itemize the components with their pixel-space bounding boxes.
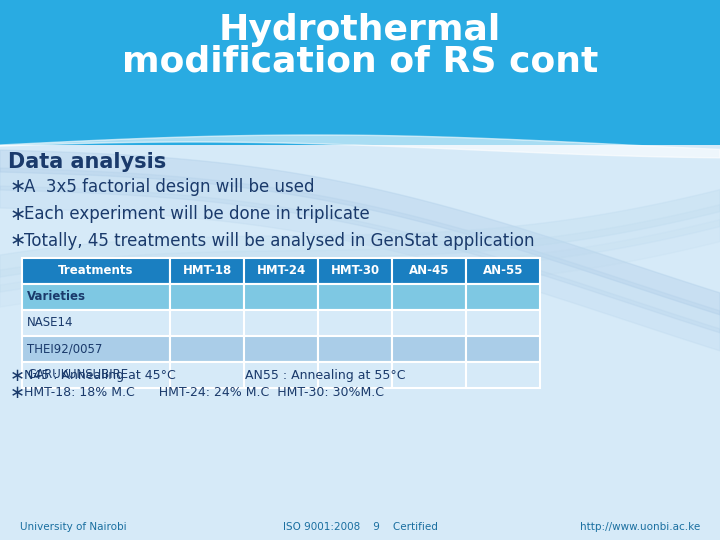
Text: AN-45: AN-45	[409, 265, 449, 278]
Bar	[170, 362, 244, 388]
Bar	[170, 284, 244, 310]
Text: HMT-18: 18% M.C      HMT-24: 24% M.C  HMT-30: 30%M.C: HMT-18: 18% M.C HMT-24: 24% M.C HMT-30: …	[24, 387, 384, 400]
Text: Hydrothermal: Hydrothermal	[219, 13, 501, 47]
Bar	[244, 336, 318, 362]
Bar	[244, 362, 318, 388]
Text: A  3x5 factorial design will be used: A 3x5 factorial design will be used	[24, 178, 315, 196]
Text: modification of RS cont: modification of RS cont	[122, 44, 598, 78]
Text: GARUKUNSUBIRE: GARUKUNSUBIRE	[27, 368, 128, 381]
Bar	[392, 362, 466, 388]
Bar	[244, 284, 318, 310]
Bar	[318, 336, 392, 362]
Text: NASE14: NASE14	[27, 316, 73, 329]
Bar	[244, 310, 318, 336]
Bar	[466, 258, 540, 284]
Text: Treatments: Treatments	[58, 265, 134, 278]
Bar	[392, 310, 466, 336]
Text: ISO 9001:2008    9    Certified: ISO 9001:2008 9 Certified	[282, 522, 438, 532]
Bar	[318, 284, 392, 310]
Bar	[466, 310, 540, 336]
Text: Each experiment will be done in triplicate: Each experiment will be done in triplica…	[24, 205, 370, 223]
Text: University of Nairobi: University of Nairobi	[20, 522, 127, 532]
Text: ∗: ∗	[10, 367, 25, 385]
Bar	[392, 258, 466, 284]
Bar	[22, 336, 170, 362]
Text: AN-55: AN-55	[482, 265, 523, 278]
Text: http://www.uonbi.ac.ke: http://www.uonbi.ac.ke	[580, 522, 700, 532]
Text: HMT-18: HMT-18	[182, 265, 232, 278]
Text: ∗: ∗	[10, 232, 27, 251]
Bar	[170, 310, 244, 336]
Text: HMT-30: HMT-30	[330, 265, 379, 278]
Bar	[318, 310, 392, 336]
Bar	[22, 310, 170, 336]
Bar	[170, 258, 244, 284]
Bar	[392, 336, 466, 362]
Bar	[244, 258, 318, 284]
Text: Data analysis: Data analysis	[8, 152, 166, 172]
Text: THEI92/0057: THEI92/0057	[27, 342, 102, 355]
Bar	[22, 284, 170, 310]
Text: ∗: ∗	[10, 178, 27, 197]
Text: ∗: ∗	[10, 205, 27, 224]
Bar	[318, 362, 392, 388]
Text: AN55 : Annealing at 55°C: AN55 : Annealing at 55°C	[245, 369, 405, 382]
Text: N45 : Annealing at 45°C: N45 : Annealing at 45°C	[24, 369, 176, 382]
Text: ∗: ∗	[10, 384, 25, 402]
Bar	[466, 336, 540, 362]
Text: Totally, 45 treatments will be analysed in GenStat application: Totally, 45 treatments will be analysed …	[24, 232, 534, 250]
Bar	[170, 336, 244, 362]
Bar	[0, 0, 720, 145]
Bar	[466, 362, 540, 388]
Bar	[392, 284, 466, 310]
Text: Varieties: Varieties	[27, 291, 86, 303]
Bar	[22, 362, 170, 388]
Bar	[466, 284, 540, 310]
Bar	[22, 258, 170, 284]
Bar	[318, 258, 392, 284]
Text: HMT-24: HMT-24	[256, 265, 305, 278]
